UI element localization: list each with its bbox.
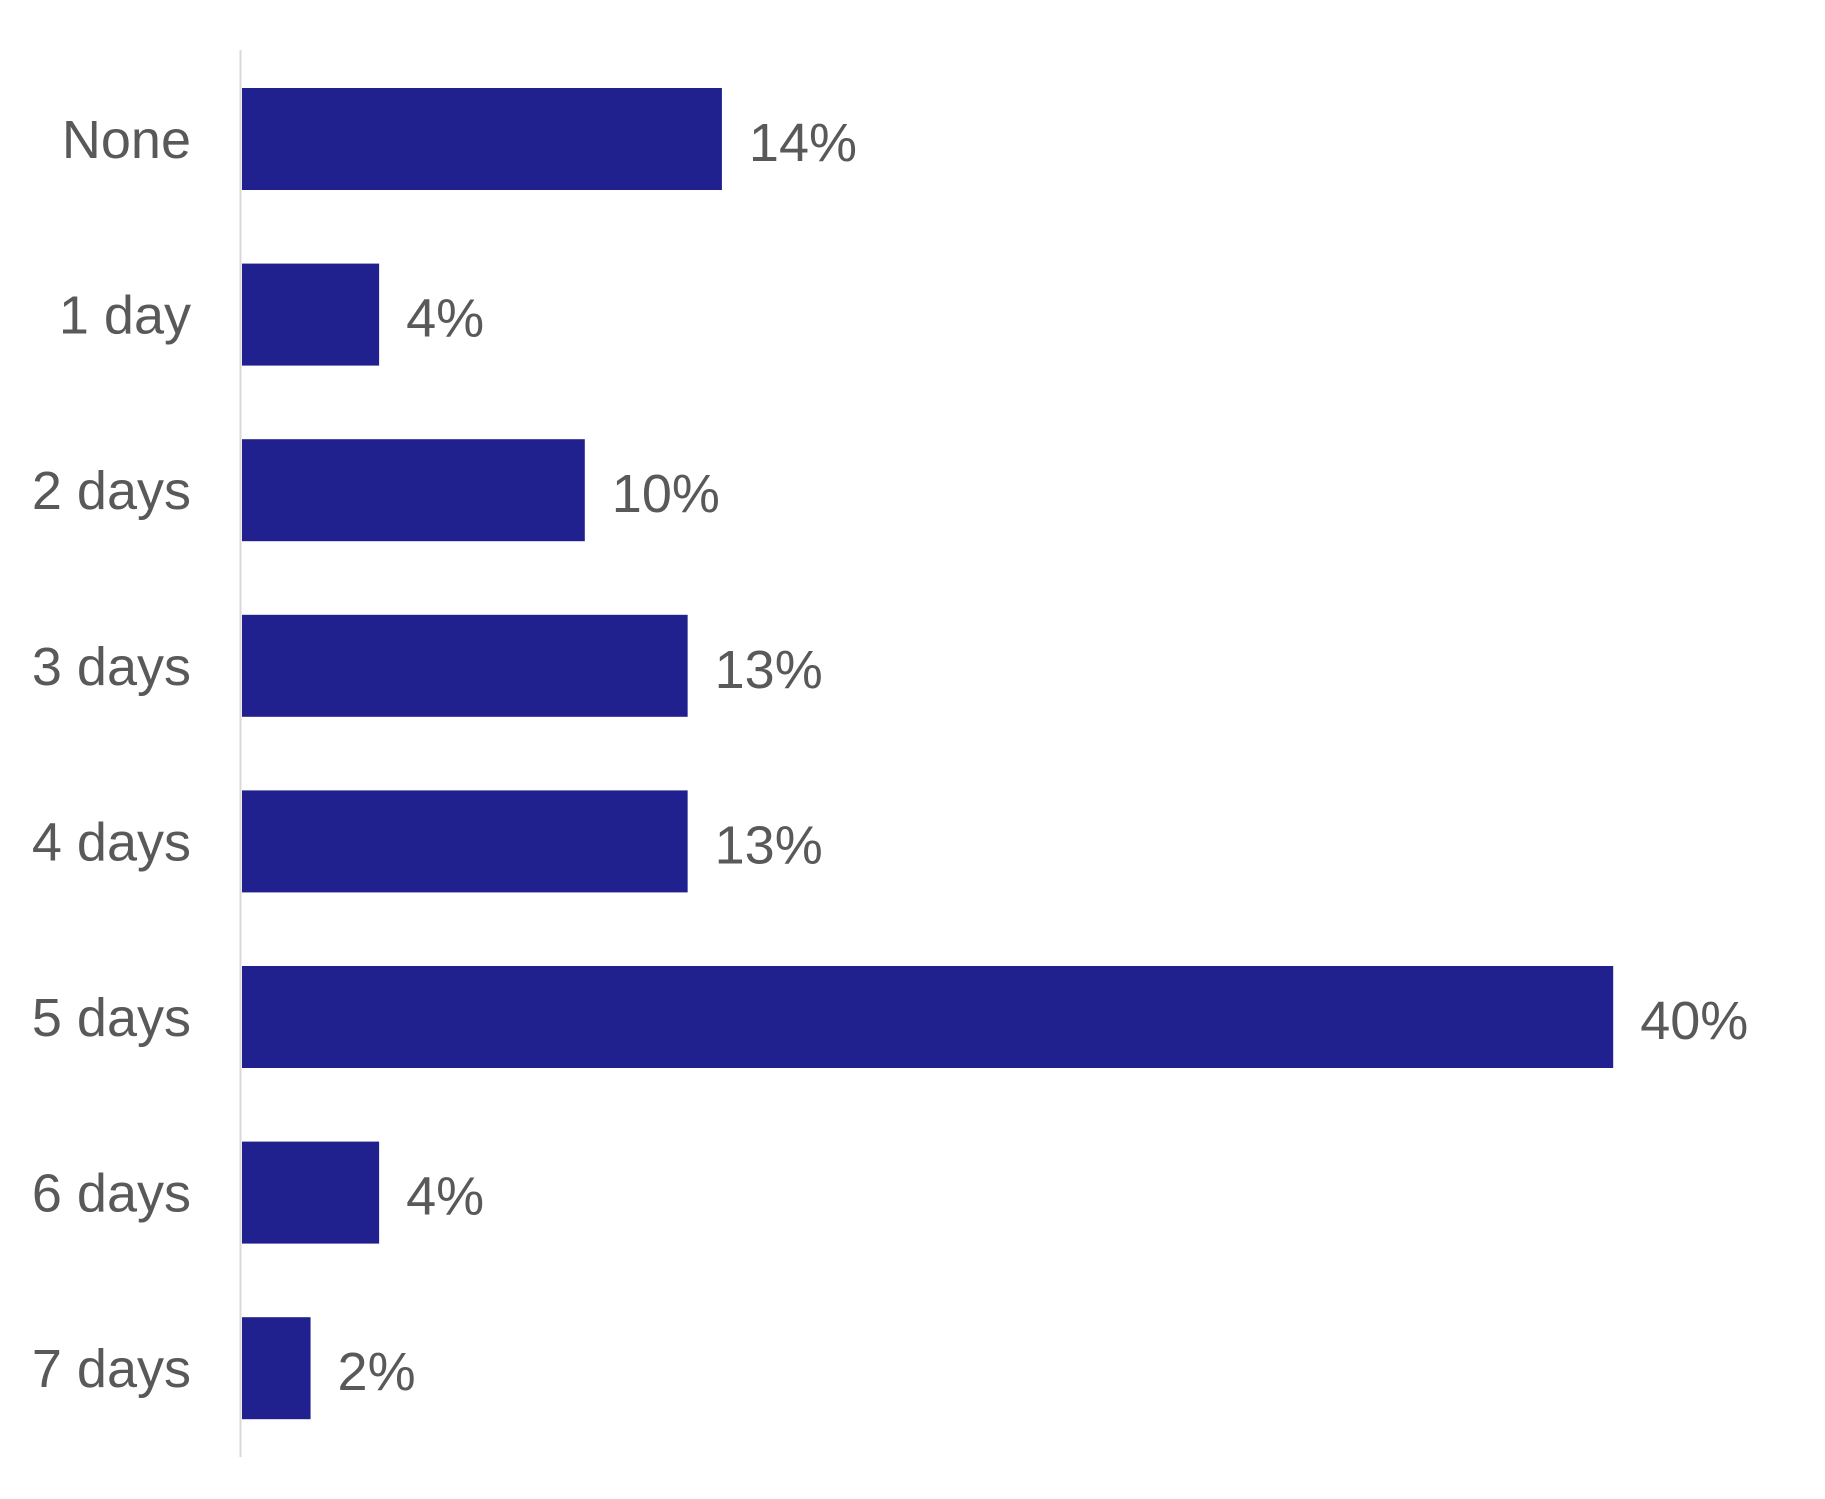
data-label: 14% (749, 113, 857, 173)
category-label: 5 days (32, 988, 191, 1048)
data-label: 13% (715, 815, 823, 875)
category-label: 7 days (32, 1339, 191, 1399)
data-label: 40% (1640, 991, 1748, 1051)
data-label: 10% (612, 464, 720, 524)
data-label: 4% (406, 1167, 484, 1227)
category-label: 1 day (59, 286, 191, 346)
bar-2-days (242, 439, 585, 542)
bar-1-day (242, 263, 380, 366)
bar-none (242, 88, 722, 190)
category-label: 6 days (32, 1164, 191, 1224)
category-label: None (62, 110, 191, 170)
bar-4-days (242, 790, 688, 893)
bar-3-days (242, 614, 688, 717)
bar-5-days (242, 966, 1614, 1068)
category-label: 3 days (32, 637, 191, 697)
category-label: 2 days (32, 461, 191, 521)
data-label: 4% (406, 289, 484, 349)
data-label: 2% (338, 1342, 416, 1402)
data-label: 13% (715, 640, 823, 700)
bar-6-days (242, 1141, 380, 1244)
bar-7-days (242, 1317, 311, 1420)
category-label: 4 days (32, 812, 191, 872)
